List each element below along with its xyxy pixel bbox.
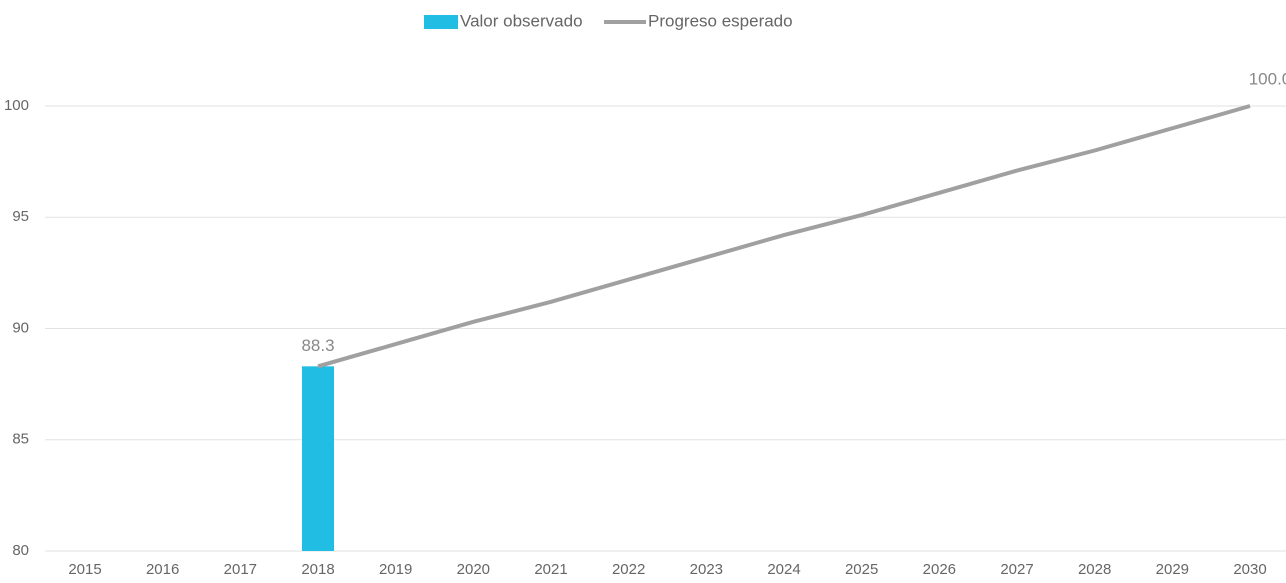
y-tick-label: 85 (12, 431, 29, 448)
x-tick-label: 2024 (767, 561, 800, 578)
data-label: 88.3 (301, 336, 334, 355)
x-tick-label: 2028 (1078, 561, 1111, 578)
y-tick-label: 100 (4, 97, 29, 114)
line (317, 104, 1251, 369)
x-tick-label: 2017 (224, 561, 257, 578)
y-tick-label: 90 (12, 319, 29, 336)
x-tick-label: 2026 (923, 561, 956, 578)
x-tick-label: 2020 (457, 561, 490, 578)
y-tick-label: 80 (12, 542, 29, 559)
x-tick-label: 2029 (1156, 561, 1189, 578)
legend-label: Valor observado (460, 11, 583, 30)
x-tick-label: 2016 (146, 561, 179, 578)
x-tick-label: 2015 (68, 561, 101, 578)
legend-swatch (424, 15, 458, 29)
y-tick-label: 95 (12, 208, 29, 225)
x-tick-label: 2030 (1233, 561, 1266, 578)
data-label: 100.0 (1249, 69, 1286, 88)
x-tick-label: 2022 (612, 561, 645, 578)
bar (302, 366, 334, 551)
x-tick-label: 2027 (1000, 561, 1033, 578)
x-tick-label: 2021 (534, 561, 567, 578)
x-tick-label: 2025 (845, 561, 878, 578)
x-tick-label: 2023 (690, 561, 723, 578)
x-tick-label: 2019 (379, 561, 412, 578)
x-tick-label: 2018 (301, 561, 334, 578)
legend-label: Progreso esperado (648, 11, 793, 30)
